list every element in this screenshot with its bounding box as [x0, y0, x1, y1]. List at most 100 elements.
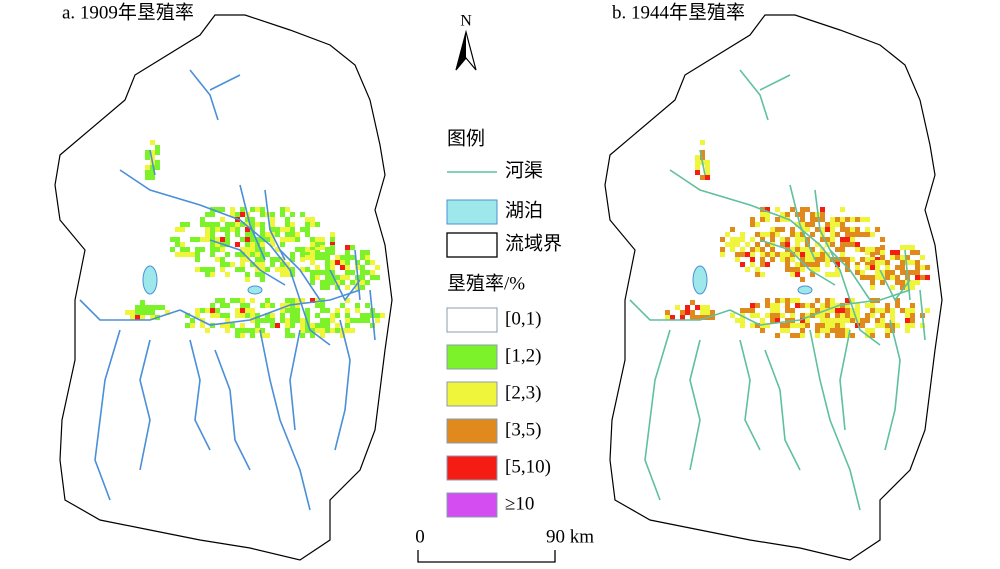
cultivation-cell — [210, 313, 215, 318]
cultivation-cell — [365, 255, 370, 260]
cultivation-cell — [195, 267, 200, 272]
cultivation-cell — [260, 222, 265, 227]
cultivation-cell — [310, 237, 315, 242]
cultivation-cell — [265, 298, 270, 303]
cultivation-cell — [130, 310, 135, 315]
cultivation-cell — [165, 310, 170, 315]
cultivation-cell — [250, 247, 255, 252]
cultivation-cell — [205, 267, 210, 272]
cultivation-cell — [785, 237, 790, 242]
cultivation-cell — [750, 257, 755, 262]
river — [759, 74, 791, 91]
cultivation-cell — [910, 303, 915, 308]
cultivation-cell — [775, 298, 780, 303]
cultivation-cell — [255, 267, 260, 272]
cultivation-cell — [250, 308, 255, 313]
cultivation-cell — [150, 165, 155, 170]
cultivation-cell — [350, 328, 355, 333]
cultivation-cell — [210, 227, 215, 232]
river — [189, 69, 219, 121]
cultivation-cell — [875, 308, 880, 313]
cultivation-cell — [825, 298, 830, 303]
cultivation-cell — [200, 247, 205, 252]
cultivation-cell — [300, 298, 305, 303]
cultivation-cell — [805, 303, 810, 308]
cultivation-cell — [350, 318, 355, 323]
cultivation-cell — [875, 318, 880, 323]
cultivation-cell — [875, 275, 880, 280]
cultivation-cell — [910, 285, 915, 290]
cultivation-cell — [820, 318, 825, 323]
cultivation-cell — [915, 250, 920, 255]
cultivation-cell — [795, 298, 800, 303]
cultivation-cell — [780, 217, 785, 222]
cultivation-cell — [210, 267, 215, 272]
cultivation-cell — [325, 250, 330, 255]
cultivation-cell — [175, 237, 180, 242]
cultivation-cell — [375, 313, 380, 318]
cultivation-cell — [900, 285, 905, 290]
cultivation-cell — [695, 160, 700, 165]
cultivation-cell — [850, 298, 855, 303]
cultivation-cell — [820, 207, 825, 212]
cultivation-cell — [180, 252, 185, 257]
cultivation-cell — [220, 207, 225, 212]
cultivation-cell — [205, 232, 210, 237]
cultivation-cell — [810, 212, 815, 217]
cultivation-cell — [230, 323, 235, 328]
cultivation-cell — [210, 242, 215, 247]
cultivation-cell — [235, 232, 240, 237]
cultivation-cell — [685, 310, 690, 315]
cultivation-cell — [280, 318, 285, 323]
cultivation-cell — [220, 313, 225, 318]
cultivation-cell — [270, 217, 275, 222]
cultivation-cell — [840, 242, 845, 247]
legend-swatch — [446, 307, 498, 333]
cultivation-cell — [755, 232, 760, 237]
cultivation-cell — [775, 227, 780, 232]
cultivation-cell — [215, 242, 220, 247]
cultivation-cell — [310, 323, 315, 328]
cultivation-cell — [265, 252, 270, 257]
cultivation-cell — [720, 247, 725, 252]
cultivation-cell — [335, 285, 340, 290]
cultivation-cell — [830, 232, 835, 237]
cultivation-cell — [725, 232, 730, 237]
cultivation-cell — [845, 257, 850, 262]
cultivation-cell — [245, 303, 250, 308]
cultivation-cell — [800, 262, 805, 267]
cultivation-cell — [815, 308, 820, 313]
cultivation-cell — [275, 267, 280, 272]
cultivation-cell — [830, 222, 835, 227]
cultivation-cell — [365, 270, 370, 275]
cultivation-cell — [330, 245, 335, 250]
cultivation-cell — [210, 323, 215, 328]
cultivation-cell — [815, 217, 820, 222]
cultivation-cell — [240, 252, 245, 257]
cultivation-cell — [695, 315, 700, 320]
cultivation-cell — [255, 207, 260, 212]
cultivation-cell — [225, 318, 230, 323]
cultivation-cell — [200, 323, 205, 328]
cultivation-cell — [215, 237, 220, 242]
cultivation-cell — [355, 260, 360, 265]
cultivation-cell — [830, 227, 835, 232]
cultivation-cell — [735, 237, 740, 242]
cultivation-cell — [845, 227, 850, 232]
cultivation-cell — [290, 232, 295, 237]
legend-label: [3,5) — [505, 419, 541, 440]
cultivation-cell — [815, 242, 820, 247]
cultivation-cell — [265, 318, 270, 323]
cultivation-cell — [180, 222, 185, 227]
cultivation-cell — [820, 227, 825, 232]
cultivation-cell — [750, 262, 755, 267]
cultivation-cell — [805, 207, 810, 212]
cultivation-cell — [250, 313, 255, 318]
cultivation-cell — [370, 270, 375, 275]
cultivation-cell — [890, 255, 895, 260]
cultivation-cell — [260, 227, 265, 232]
river — [629, 299, 731, 321]
cultivation-cell — [735, 318, 740, 323]
cultivation-cell — [345, 245, 350, 250]
cultivation-cell — [245, 232, 250, 237]
